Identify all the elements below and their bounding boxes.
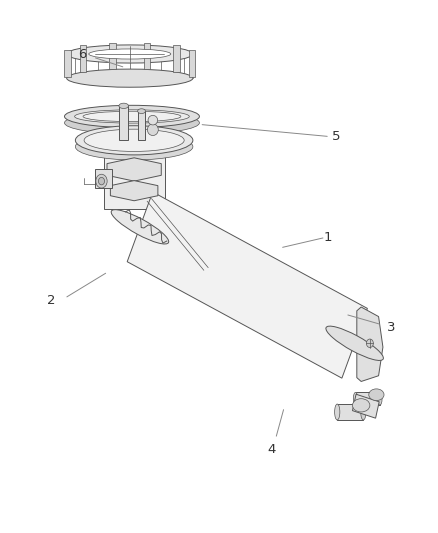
Ellipse shape <box>361 404 366 420</box>
Text: 3: 3 <box>387 321 395 334</box>
Text: 5: 5 <box>332 130 341 143</box>
Ellipse shape <box>148 115 158 125</box>
Ellipse shape <box>67 45 193 63</box>
Polygon shape <box>337 404 364 420</box>
Ellipse shape <box>119 103 128 109</box>
Ellipse shape <box>353 392 358 405</box>
Polygon shape <box>110 181 158 201</box>
Ellipse shape <box>64 112 199 134</box>
Ellipse shape <box>335 404 340 420</box>
Polygon shape <box>127 192 367 378</box>
Text: 2: 2 <box>47 294 56 308</box>
Ellipse shape <box>84 129 184 151</box>
Polygon shape <box>357 307 383 382</box>
Polygon shape <box>104 146 165 209</box>
Bar <box>80 45 86 72</box>
Text: 6: 6 <box>78 48 86 61</box>
Text: 4: 4 <box>267 443 276 456</box>
Ellipse shape <box>64 106 199 127</box>
Ellipse shape <box>83 111 181 122</box>
Bar <box>109 43 116 69</box>
Ellipse shape <box>89 49 171 59</box>
Circle shape <box>96 174 107 188</box>
Ellipse shape <box>111 209 169 244</box>
Bar <box>138 111 145 140</box>
Bar <box>189 50 195 77</box>
Ellipse shape <box>378 392 382 405</box>
Bar <box>64 50 71 77</box>
Circle shape <box>99 177 105 185</box>
Ellipse shape <box>75 126 193 155</box>
Ellipse shape <box>74 110 189 123</box>
Text: 1: 1 <box>324 231 332 244</box>
Bar <box>119 106 128 140</box>
Ellipse shape <box>369 389 384 401</box>
Polygon shape <box>107 158 161 181</box>
Ellipse shape <box>75 133 193 160</box>
Bar <box>353 394 379 418</box>
Ellipse shape <box>353 399 370 412</box>
Ellipse shape <box>148 124 158 135</box>
Ellipse shape <box>138 109 145 114</box>
Polygon shape <box>356 392 380 405</box>
Ellipse shape <box>326 326 383 360</box>
Ellipse shape <box>67 69 193 87</box>
Bar <box>173 45 180 72</box>
Circle shape <box>367 339 373 348</box>
Bar <box>95 169 112 188</box>
Bar <box>144 43 150 69</box>
